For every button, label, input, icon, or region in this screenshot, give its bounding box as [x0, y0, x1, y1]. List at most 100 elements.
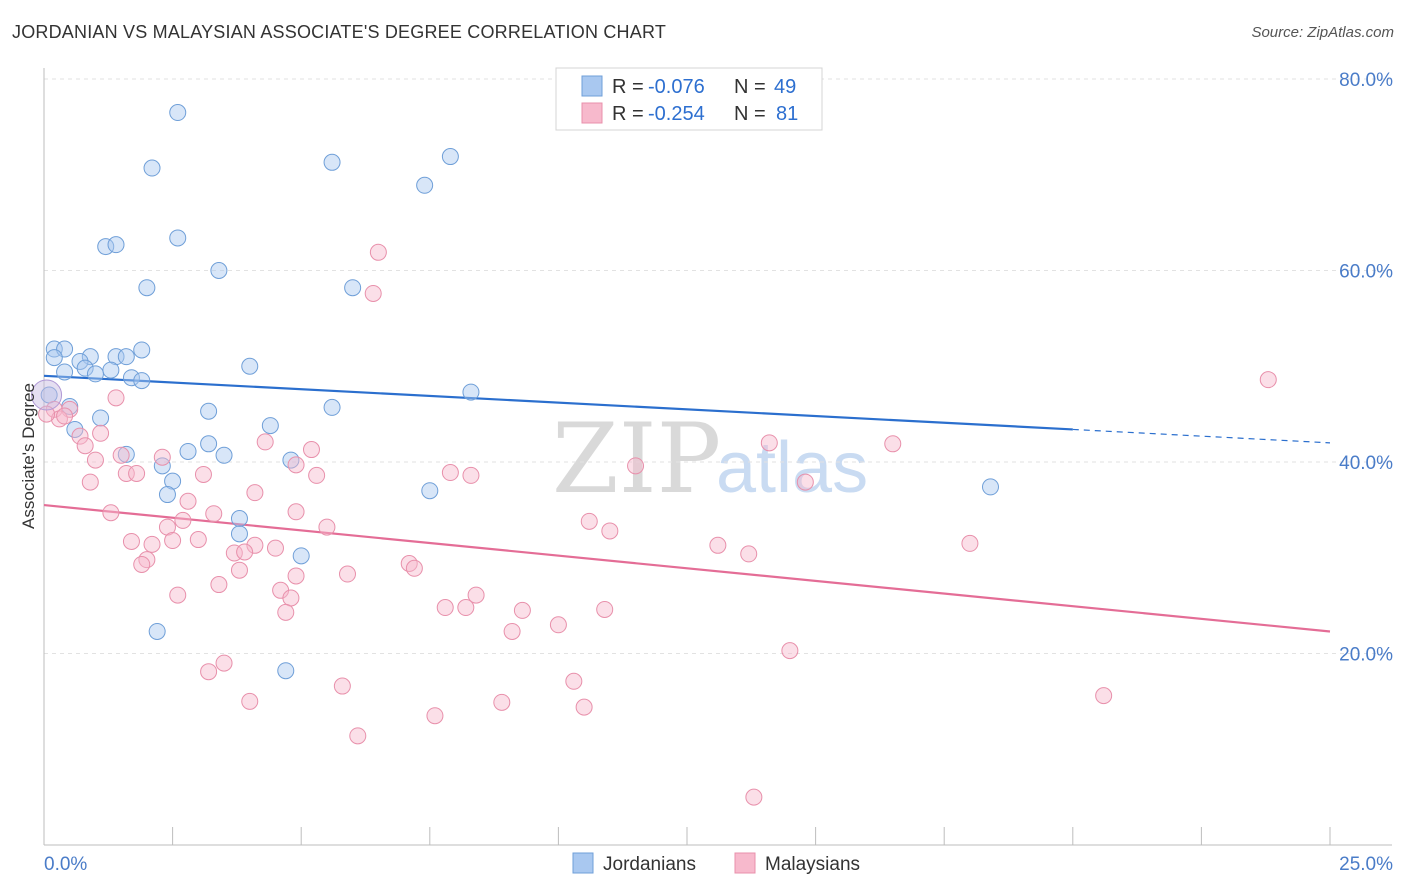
- data-point: [200, 435, 218, 453]
- data-point: [56, 363, 74, 381]
- data-point: [230, 509, 248, 527]
- data-point: [246, 484, 264, 502]
- y-tick-label: 20.0%: [1339, 645, 1393, 666]
- data-point: [740, 545, 758, 563]
- data-point: [38, 405, 56, 423]
- data-point: [97, 238, 115, 256]
- data-point: [133, 372, 151, 390]
- data-point: [344, 279, 362, 297]
- data-points: [31, 104, 1277, 806]
- data-point: [287, 456, 305, 474]
- trend-extension-jordanians: [1072, 428, 1331, 444]
- data-point: [416, 176, 434, 194]
- data-point: [102, 504, 120, 522]
- data-point: [179, 492, 197, 510]
- data-point: [92, 424, 110, 442]
- data-point: [138, 279, 156, 297]
- data-point: [169, 586, 187, 604]
- data-point: [210, 262, 228, 279]
- legend-r-value: -0.076: [648, 76, 705, 98]
- data-point: [102, 361, 120, 379]
- data-point: [333, 677, 351, 695]
- data-point: [128, 464, 146, 482]
- data-point: [884, 435, 902, 453]
- data-point: [364, 284, 382, 302]
- data-point: [215, 446, 233, 464]
- data-point: [292, 547, 310, 565]
- data-point: [287, 567, 305, 585]
- data-point: [86, 451, 104, 469]
- watermark: ZIP atlas: [552, 403, 868, 515]
- data-point: [549, 616, 567, 634]
- trend-line-jordanians: [43, 374, 1073, 431]
- trend-line-malaysians: [43, 503, 1331, 633]
- data-point: [266, 539, 284, 557]
- legend-r-value: -0.254: [648, 103, 705, 125]
- data-point: [261, 417, 279, 435]
- data-point: [205, 505, 223, 523]
- data-point: [302, 441, 320, 459]
- x-tick-label: 0.0%: [44, 854, 87, 875]
- series-malaysians: [38, 243, 1277, 806]
- data-point: [246, 536, 264, 554]
- data-point: [117, 445, 135, 463]
- data-point: [503, 622, 521, 640]
- data-point: [200, 663, 218, 681]
- data-point: [76, 437, 94, 455]
- data-point: [282, 451, 300, 469]
- series-swatch-malaysians: [734, 852, 756, 874]
- data-point: [179, 442, 197, 460]
- data-point: [462, 383, 480, 401]
- data-point: [107, 236, 125, 254]
- data-point: [133, 555, 151, 573]
- x-tick-label: 25.0%: [1339, 854, 1393, 875]
- data-point: [405, 559, 423, 577]
- y-tick-label: 60.0%: [1339, 262, 1393, 283]
- data-point: [709, 536, 727, 554]
- data-point: [421, 482, 439, 500]
- data-point: [133, 341, 151, 359]
- data-point: [575, 698, 593, 716]
- data-point: [493, 693, 511, 711]
- data-point: [158, 486, 176, 504]
- data-point: [282, 589, 300, 607]
- data-point: [457, 599, 475, 617]
- data-point: [277, 662, 295, 680]
- series-label-malaysians: Malaysians: [765, 854, 860, 875]
- x-tick-labels: 0.0% 25.0%: [44, 854, 1393, 875]
- data-point: [122, 369, 140, 387]
- data-point: [56, 407, 74, 425]
- data-point: [45, 349, 63, 367]
- chart-title: JORDANIAN VS MALAYSIAN ASSOCIATE'S DEGRE…: [12, 22, 667, 42]
- data-point: [107, 389, 125, 407]
- data-point: [241, 692, 259, 710]
- data-point: [50, 410, 68, 428]
- data-point: [230, 561, 248, 579]
- data-point: [241, 357, 259, 375]
- data-point: [158, 518, 176, 536]
- data-point: [781, 642, 799, 660]
- data-point: [215, 654, 233, 672]
- data-point: [1259, 371, 1277, 389]
- data-point: [86, 365, 104, 383]
- data-point: [1095, 687, 1113, 705]
- data-point: [92, 409, 110, 427]
- data-point: [323, 153, 341, 171]
- legend-swatch-jordanians: [581, 75, 603, 97]
- data-point: [174, 511, 192, 529]
- legend-r-label: R =: [612, 103, 644, 125]
- data-point: [513, 601, 531, 619]
- trend-lines: [43, 374, 1331, 633]
- data-point: [308, 466, 326, 484]
- data-point: [138, 551, 156, 569]
- y-tick-label: 40.0%: [1339, 453, 1393, 474]
- data-point: [76, 359, 94, 377]
- data-point: [369, 243, 387, 261]
- data-point: [148, 622, 166, 640]
- data-point: [323, 398, 341, 416]
- data-point: [81, 473, 99, 491]
- series-swatch-jordanians: [572, 852, 594, 874]
- data-point: [627, 457, 645, 475]
- data-point: [338, 565, 356, 583]
